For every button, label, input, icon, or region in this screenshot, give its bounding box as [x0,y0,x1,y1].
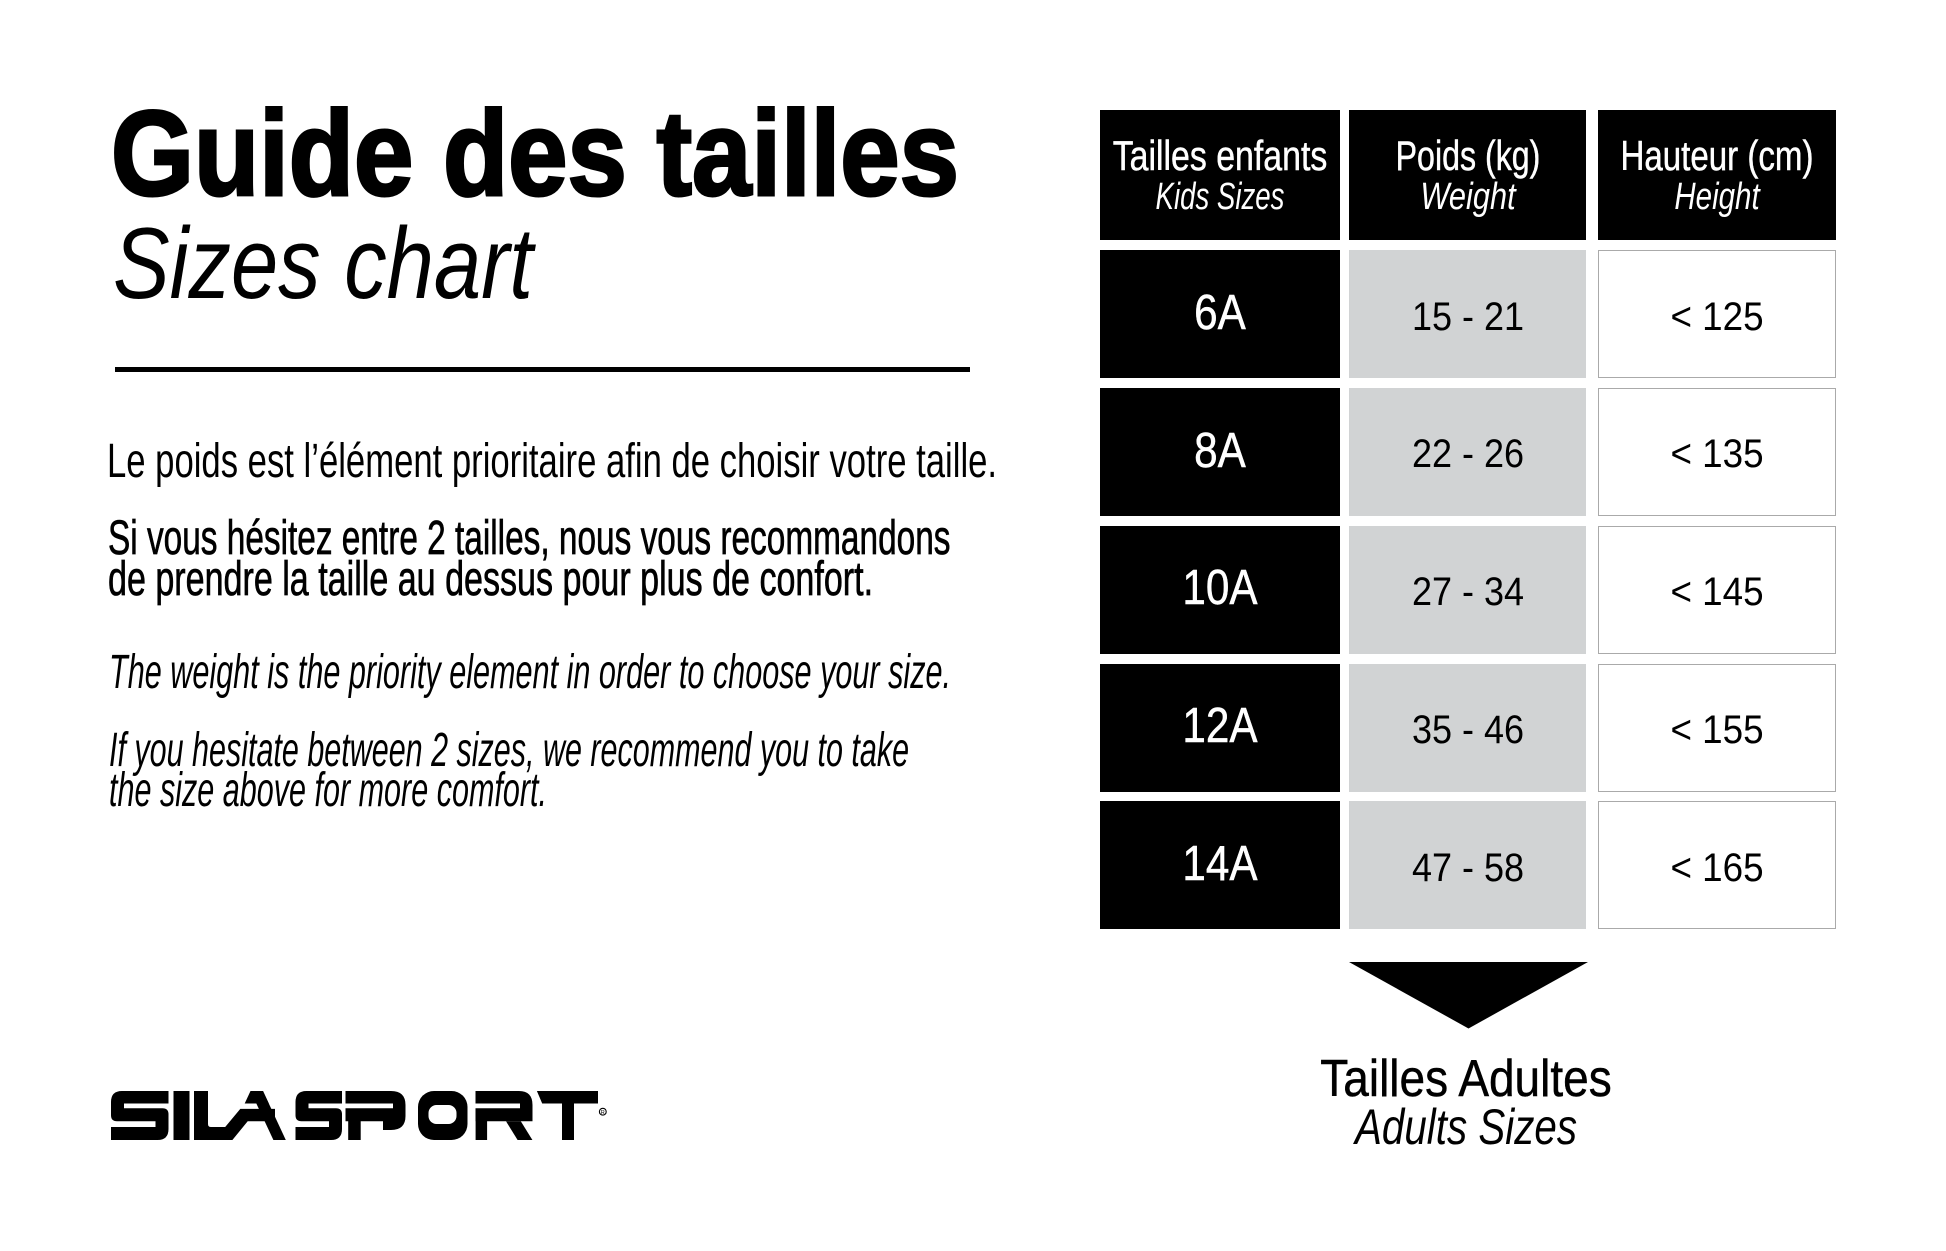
svg-text:R: R [601,1110,605,1116]
